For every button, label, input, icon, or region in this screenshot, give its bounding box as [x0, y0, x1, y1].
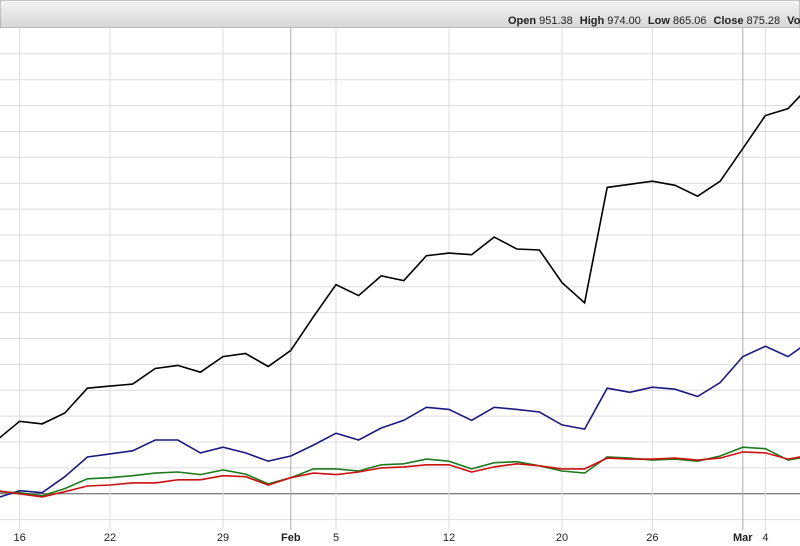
x-tick-label: 20	[556, 532, 568, 544]
stat-value: 974.00	[607, 15, 641, 27]
x-tick-label: 16	[13, 532, 25, 544]
x-tick-label: Mar	[733, 532, 753, 544]
stat-label: Close	[714, 15, 744, 27]
x-tick-label: 26	[646, 532, 658, 544]
x-tick-label: 29	[217, 532, 229, 544]
stat-label: Vol	[787, 15, 800, 27]
header-stats: Open 951.38 High 974.00 Low 865.06 Close 875.28…	[508, 15, 800, 27]
series-line	[0, 94, 800, 439]
series-line	[0, 446, 800, 497]
stat-value: 875.28	[747, 15, 781, 27]
x-tick-label: Feb	[281, 532, 301, 544]
stat-label: High	[580, 15, 605, 27]
stat-value: 951.38	[539, 15, 573, 27]
series-line	[0, 345, 800, 498]
series-line	[0, 451, 800, 498]
x-tick-label: 5	[333, 532, 339, 544]
stat-label: Open	[508, 15, 536, 27]
x-tick-label: 4	[762, 532, 768, 544]
x-tick-label: 22	[104, 532, 116, 544]
stat-label: Low	[648, 15, 670, 27]
stat-value: 865.06	[673, 15, 707, 27]
x-tick-label: 12	[443, 532, 455, 544]
